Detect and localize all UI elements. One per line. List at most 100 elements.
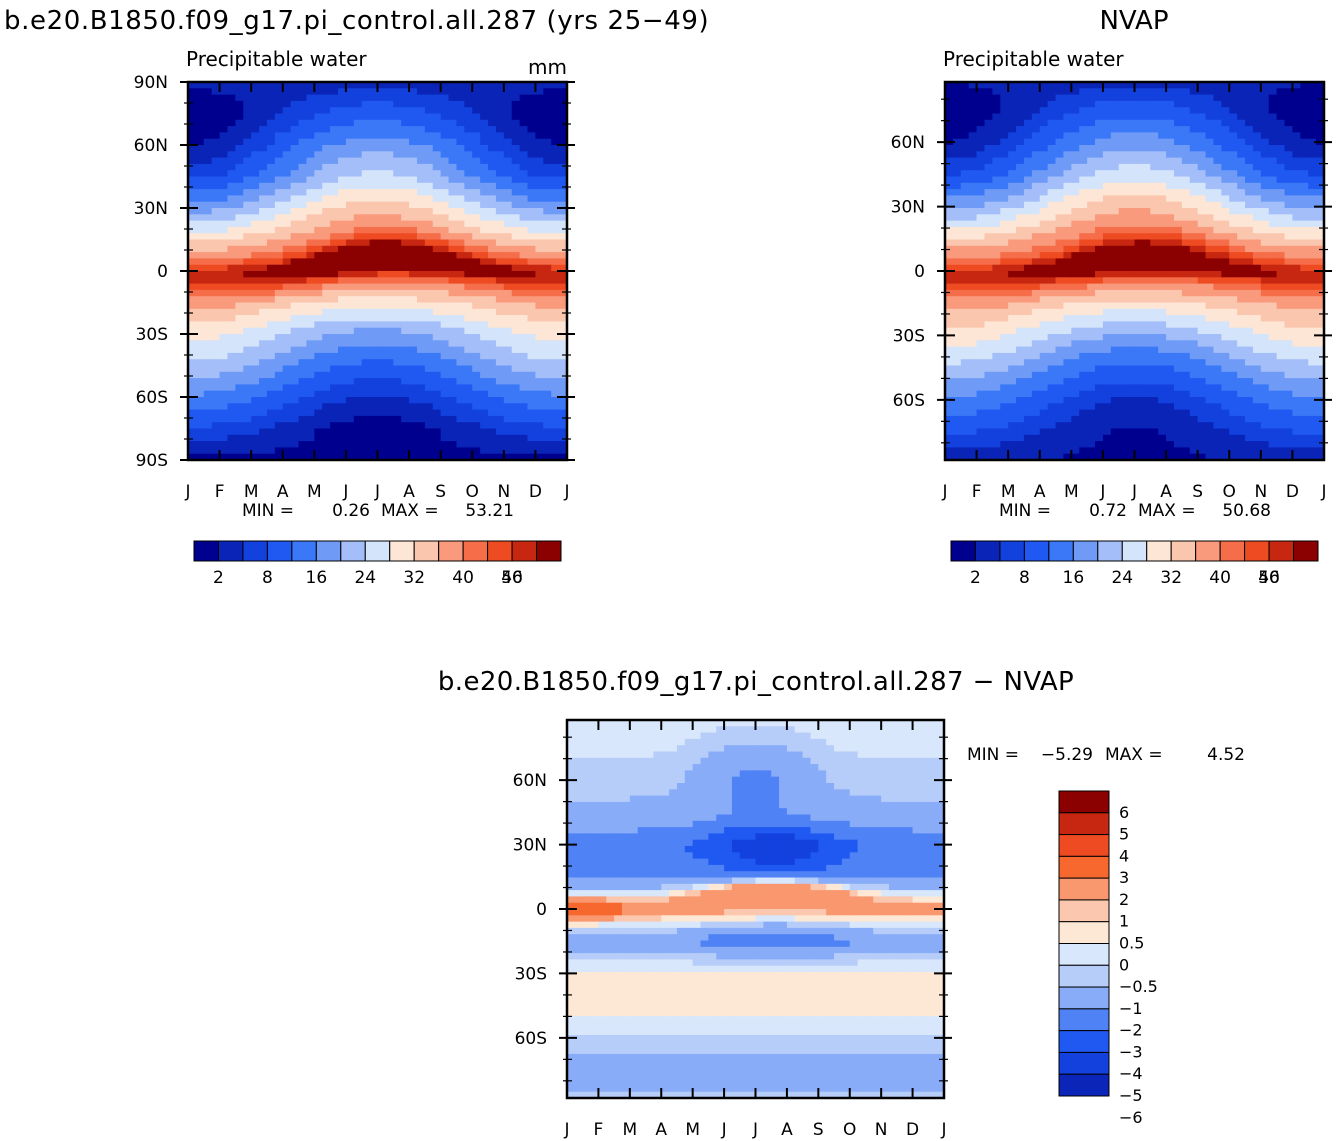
field-cell <box>1016 182 1025 190</box>
field-cell <box>1134 277 1143 285</box>
field-cell <box>274 384 284 392</box>
field-cell <box>527 100 537 108</box>
field-cell <box>1008 384 1017 392</box>
field-cell <box>1008 334 1017 341</box>
field-cell <box>527 189 537 196</box>
field-cell <box>274 195 284 203</box>
field-cell <box>1150 233 1159 241</box>
field-cell <box>551 340 560 348</box>
field-cell <box>188 182 197 190</box>
field-cell <box>401 378 410 385</box>
field-cell <box>1197 409 1207 417</box>
field-cell <box>480 113 489 121</box>
field-cell <box>1023 82 1033 89</box>
field-cell <box>1055 182 1065 190</box>
field-cell <box>314 126 323 133</box>
field-cell <box>345 126 355 133</box>
field-cell <box>369 264 379 272</box>
field-cell <box>464 233 473 241</box>
field-cell <box>952 264 962 272</box>
field-cell <box>945 340 954 348</box>
field-cell <box>984 346 993 354</box>
field-cell <box>1079 107 1088 115</box>
field-cell <box>1110 283 1120 291</box>
field-cell <box>432 189 442 196</box>
field-cell <box>488 428 497 436</box>
field-cell <box>511 220 521 228</box>
field-cell <box>409 453 418 461</box>
field-cell <box>298 163 308 171</box>
field-cell <box>1087 334 1096 341</box>
field-cell <box>393 384 402 392</box>
field-cell <box>1126 220 1136 228</box>
field-cell <box>1181 201 1191 209</box>
field-cell <box>330 340 339 348</box>
field-cell <box>1189 308 1199 316</box>
field-cell <box>401 447 410 455</box>
field-cell <box>992 447 1001 455</box>
field-cell <box>1134 308 1143 316</box>
field-cell <box>976 283 986 291</box>
field-cell <box>464 315 473 322</box>
field-cell <box>1189 315 1199 322</box>
field-cell <box>290 352 300 360</box>
field-cell <box>401 283 410 291</box>
field-cell <box>511 403 521 411</box>
field-cell <box>1134 422 1143 430</box>
field-cell <box>227 441 236 448</box>
field-cell <box>416 132 426 140</box>
field-cell <box>377 100 386 108</box>
field-cell <box>1142 315 1151 322</box>
field-cell <box>306 403 315 411</box>
field-cell <box>440 82 450 89</box>
field-cell <box>1158 415 1167 423</box>
field-cell <box>1039 327 1049 335</box>
field-cell <box>464 214 473 222</box>
field-cell <box>393 94 402 102</box>
field-cell <box>361 100 371 108</box>
field-cell <box>377 170 386 178</box>
field-cell <box>409 145 418 152</box>
field-cell <box>1126 340 1136 348</box>
field-cell <box>1000 138 1009 146</box>
field-cell <box>472 403 481 411</box>
field-cell <box>1189 434 1199 442</box>
field-cell <box>464 163 473 171</box>
field-cell <box>290 277 300 285</box>
field-cell <box>188 434 197 442</box>
field-cell <box>488 283 497 291</box>
field-cell <box>480 365 489 373</box>
field-cell <box>227 163 236 171</box>
field-cell <box>952 441 962 448</box>
field-cell <box>551 145 560 152</box>
field-cell <box>945 277 954 285</box>
field-cell <box>1071 126 1080 133</box>
field-cell <box>235 132 244 140</box>
field-cell <box>551 107 560 115</box>
field-cell <box>1181 132 1191 140</box>
colorbar-label: 2 <box>213 568 224 588</box>
field-cell <box>984 308 993 316</box>
field-cell <box>251 138 260 146</box>
field-cell <box>282 277 292 285</box>
field-cell <box>1110 214 1120 222</box>
field-cell <box>1087 365 1096 373</box>
field-cell <box>1016 151 1025 159</box>
field-cell <box>322 283 331 291</box>
field-cell <box>188 208 197 215</box>
field-cell <box>1031 422 1041 430</box>
field-cell <box>1126 453 1136 461</box>
field-cell <box>511 126 521 133</box>
field-cell <box>1102 132 1112 140</box>
field-cell <box>385 151 394 159</box>
field-cell <box>511 233 521 241</box>
field-cell <box>322 378 331 385</box>
field-cell <box>203 315 213 322</box>
field-cell <box>266 315 276 322</box>
field-cell <box>195 390 205 398</box>
field-cell <box>195 296 205 304</box>
field-cell <box>976 170 986 178</box>
field-cell <box>219 371 229 379</box>
field-cell <box>448 258 458 266</box>
field-cell <box>1102 226 1112 234</box>
